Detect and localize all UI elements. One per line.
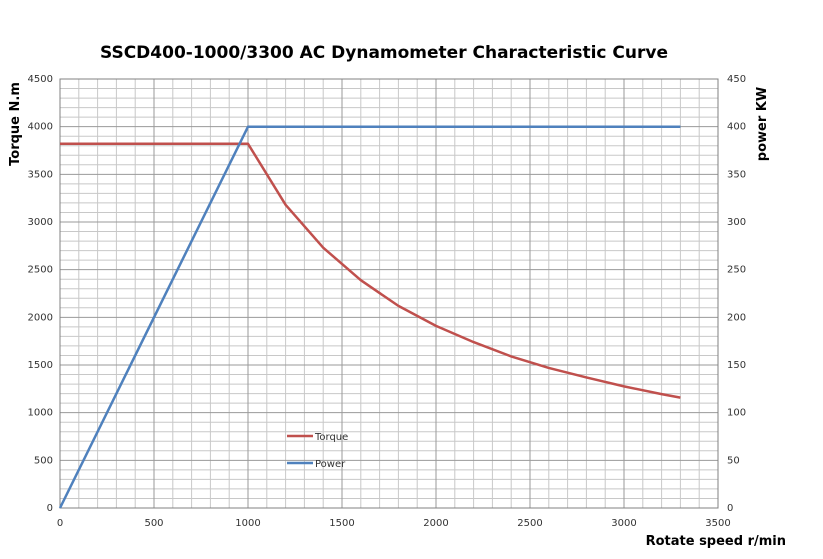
- y-left-tick-label: 500: [34, 455, 53, 466]
- x-tick-label: 500: [144, 518, 163, 529]
- y-right-tick-label: 100: [727, 408, 746, 419]
- y-right-tick-label: 300: [727, 217, 746, 228]
- x-tick-labels: 0 500 1000 1500 2000 2500 3000 3500: [57, 518, 731, 529]
- legend-label-torque: Torque: [314, 432, 348, 443]
- y-left-tick-label: 3500: [28, 169, 53, 180]
- y-left-tick-label: 2000: [28, 312, 53, 323]
- y-left-tick-label: 0: [47, 503, 53, 514]
- y-right-tick-label: 450: [727, 74, 746, 85]
- y-right-tick-label: 400: [727, 122, 746, 133]
- y-left-tick-label: 4500: [28, 74, 53, 85]
- y-right-tick-label: 350: [727, 169, 746, 180]
- legend-label-power: Power: [315, 459, 346, 470]
- plot-border: [59, 78, 719, 509]
- x-tick-label: 1500: [329, 518, 354, 529]
- y-left-tick-labels: 0 500 1000 1500 2000 2500 3000 3500 4000 4500: [28, 74, 53, 514]
- x-tick-label: 2000: [423, 518, 448, 529]
- minor-grid: [60, 79, 718, 508]
- series-line-torque: [60, 142, 681, 399]
- y-left-tick-label: 1500: [28, 360, 53, 371]
- series-line-power: [58, 125, 681, 509]
- x-tick-label: 2500: [517, 518, 542, 529]
- y-right-tick-label: 50: [727, 455, 740, 466]
- y-axis-left-label: Torque N.m: [8, 82, 23, 166]
- y-right-tick-label: 0: [727, 503, 733, 514]
- series-layer: [58, 125, 681, 509]
- x-axis-label: Rotate speed r/min: [646, 534, 786, 549]
- x-tick-label: 1000: [235, 518, 260, 529]
- y-left-tick-label: 2500: [28, 265, 53, 276]
- y-right-tick-labels: 0 50 100 150 200 250 300 350 400 450: [727, 74, 746, 514]
- legend: Torque Power: [287, 432, 348, 470]
- chart-title: SSCD400-1000/3300 AC Dynamometer Charact…: [100, 43, 668, 63]
- x-tick-label: 0: [57, 518, 63, 529]
- y-right-tick-label: 150: [727, 360, 746, 371]
- y-left-tick-label: 4000: [28, 122, 53, 133]
- y-left-tick-label: 3000: [28, 217, 53, 228]
- x-tick-label: 3500: [705, 518, 730, 529]
- y-right-tick-label: 250: [727, 265, 746, 276]
- y-axis-right-label: power KW: [755, 87, 770, 161]
- x-tick-label: 3000: [611, 518, 636, 529]
- y-right-tick-label: 200: [727, 312, 746, 323]
- y-left-tick-label: 1000: [28, 408, 53, 419]
